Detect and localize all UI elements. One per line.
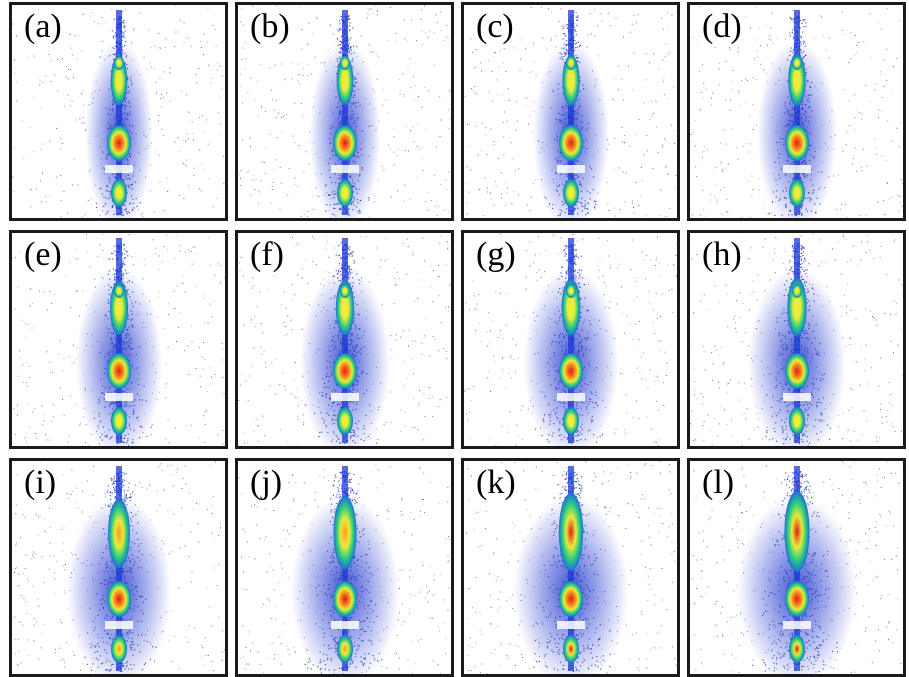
upper-peak [559,493,583,571]
panel-e: (e) [9,230,228,449]
beamstop-gap [557,621,585,629]
panel-b: (b) [235,2,454,221]
lower-peak [111,635,127,663]
panel-d: (d) [687,2,906,221]
beamstop-gap [331,621,359,629]
figure-grid: (a) (b) (c) (d) (e) (f) (g) (h) (i) (j) … [9,2,909,675]
central-peak [333,125,357,161]
panel-f: (f) [235,230,454,449]
panel-label: (j) [246,463,286,503]
panel-label: (c) [472,7,518,47]
beamstop-gap [783,393,811,401]
panel-label: (b) [246,7,294,47]
upper-peak-secondary [114,56,124,70]
lower-peak [789,179,805,207]
panel-label: (d) [698,7,746,47]
panel-label: (i) [20,463,60,503]
lower-peak [337,407,353,435]
panel-label: (f) [246,235,288,275]
panel-g: (g) [461,230,680,449]
lower-peak [563,407,579,435]
central-peak [559,581,583,617]
upper-peak [333,496,356,569]
central-peak [785,125,809,161]
central-peak [559,125,583,161]
upper-peak-secondary [566,284,576,298]
lower-peak [337,179,353,207]
panel-h: (h) [687,230,906,449]
panel-k: (k) [461,458,680,677]
lower-peak [789,635,805,663]
upper-peak-secondary [340,56,350,70]
panel-label: (k) [472,463,520,503]
central-peak [107,125,131,161]
lower-peak [337,635,353,663]
lower-peak [789,407,805,435]
upper-peak-secondary [792,56,802,70]
panel-c: (c) [461,2,680,221]
central-peak [785,353,809,389]
lower-peak [563,179,579,207]
central-peak [107,353,131,389]
upper-peak-secondary [792,284,802,298]
panel-l: (l) [687,458,906,677]
beamstop-gap [783,165,811,173]
upper-peak-secondary [566,56,576,70]
beamstop-gap [783,621,811,629]
panel-label: (l) [698,463,738,503]
central-peak [333,581,357,617]
panel-i: (i) [9,458,228,677]
panel-label: (h) [698,235,746,275]
upper-peak [108,499,130,568]
central-peak [559,353,583,389]
panel-label: (e) [20,235,66,275]
panel-a: (a) [9,2,228,221]
beamstop-gap [557,393,585,401]
upper-peak [784,491,809,572]
central-peak [333,353,357,389]
central-peak [107,581,131,617]
lower-peak [111,407,127,435]
beamstop-gap [105,165,133,173]
beamstop-gap [105,621,133,629]
beamstop-gap [105,393,133,401]
central-peak [785,581,809,617]
panel-label: (a) [20,7,66,47]
beamstop-gap [557,165,585,173]
panel-j: (j) [235,458,454,677]
lower-peak [111,179,127,207]
beamstop-gap [331,393,359,401]
panel-label: (g) [472,235,520,275]
upper-peak-secondary [340,284,350,298]
lower-peak [563,635,579,663]
beamstop-gap [331,165,359,173]
upper-peak-secondary [114,284,124,298]
